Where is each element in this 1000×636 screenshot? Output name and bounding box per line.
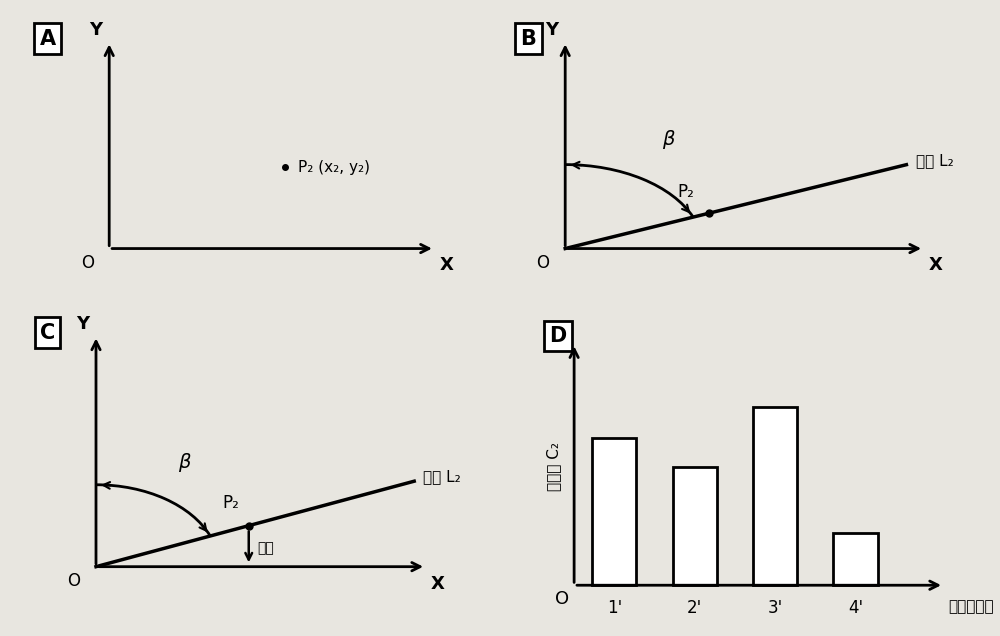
Text: X: X	[929, 256, 942, 274]
Text: D: D	[549, 326, 567, 346]
Text: O: O	[81, 254, 94, 272]
Text: X: X	[439, 256, 453, 274]
Text: β: β	[662, 130, 674, 149]
Text: X: X	[430, 575, 444, 593]
Text: Y: Y	[89, 20, 103, 39]
Text: 4': 4'	[848, 600, 863, 618]
Text: O: O	[68, 572, 80, 590]
Text: P₂: P₂	[223, 494, 240, 512]
Text: O: O	[555, 590, 569, 609]
Text: A: A	[40, 29, 56, 49]
Bar	[592, 438, 636, 585]
Text: 探针对编号: 探针对编号	[948, 600, 994, 614]
Text: 直线 L₂: 直线 L₂	[423, 469, 461, 484]
Text: 1': 1'	[607, 600, 622, 618]
Text: Y: Y	[76, 315, 89, 333]
Text: P₂: P₂	[677, 183, 694, 200]
Text: O: O	[536, 254, 549, 272]
Text: β: β	[178, 453, 191, 472]
Bar	[753, 408, 797, 585]
Bar	[673, 467, 717, 585]
Text: P₂ (x₂, y₂): P₂ (x₂, y₂)	[298, 160, 370, 175]
Text: 2': 2'	[687, 600, 702, 618]
Bar	[833, 533, 878, 585]
Text: C: C	[40, 322, 55, 343]
Text: 直线 L₂: 直线 L₂	[916, 153, 953, 168]
Text: 3': 3'	[767, 600, 783, 618]
Text: Y: Y	[545, 20, 558, 39]
Text: 校正値 C₂: 校正値 C₂	[547, 442, 562, 491]
Text: 校正: 校正	[258, 541, 274, 555]
Text: B: B	[520, 29, 536, 49]
